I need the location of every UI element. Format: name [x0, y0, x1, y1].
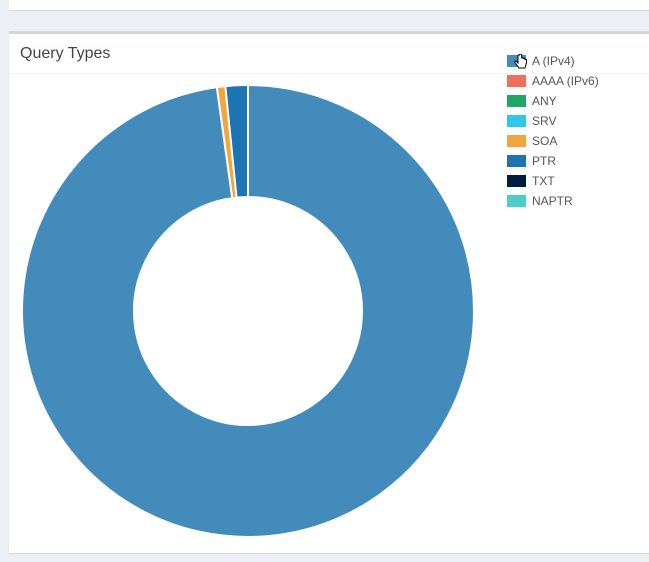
legend-item[interactable]: SOA — [507, 131, 599, 151]
legend-swatch — [507, 115, 526, 127]
chart-area — [0, 41, 500, 562]
legend-label: SRV — [532, 114, 557, 128]
legend-label: TXT — [532, 174, 555, 188]
legend-label: SOA — [532, 134, 558, 148]
legend-swatch — [507, 155, 526, 167]
legend-label: NAPTR — [532, 194, 573, 208]
legend-item[interactable]: TXT — [507, 171, 599, 191]
chart-legend: A (IPv4) AAAA (IPv6) ANY SRV SOA PTR TXT NAPTR — [507, 51, 599, 211]
legend-swatch — [507, 175, 526, 187]
legend-label: ANY — [532, 94, 557, 108]
legend-swatch — [507, 195, 526, 207]
legend-item[interactable]: ANY — [507, 91, 599, 111]
donut-slice[interactable] — [21, 83, 475, 538]
previous-panel — [9, 0, 649, 11]
legend-item[interactable]: A (IPv4) — [507, 51, 599, 71]
donut-slice[interactable] — [224, 83, 249, 199]
legend-label: PTR — [532, 154, 556, 168]
legend-item[interactable]: NAPTR — [507, 191, 599, 211]
legend-swatch — [507, 55, 526, 67]
legend-item[interactable]: SRV — [507, 111, 599, 131]
panel-title: Query Types — [20, 44, 111, 62]
panel-header: Query Types — [9, 34, 649, 74]
legend-label: AAAA (IPv6) — [532, 74, 599, 88]
legend-swatch — [507, 75, 526, 87]
legend-swatch — [507, 95, 526, 107]
legend-label: A (IPv4) — [532, 54, 575, 68]
legend-swatch — [507, 135, 526, 147]
legend-item[interactable]: PTR — [507, 151, 599, 171]
query-types-donut-chart[interactable] — [0, 41, 500, 557]
legend-item[interactable]: AAAA (IPv6) — [507, 71, 599, 91]
